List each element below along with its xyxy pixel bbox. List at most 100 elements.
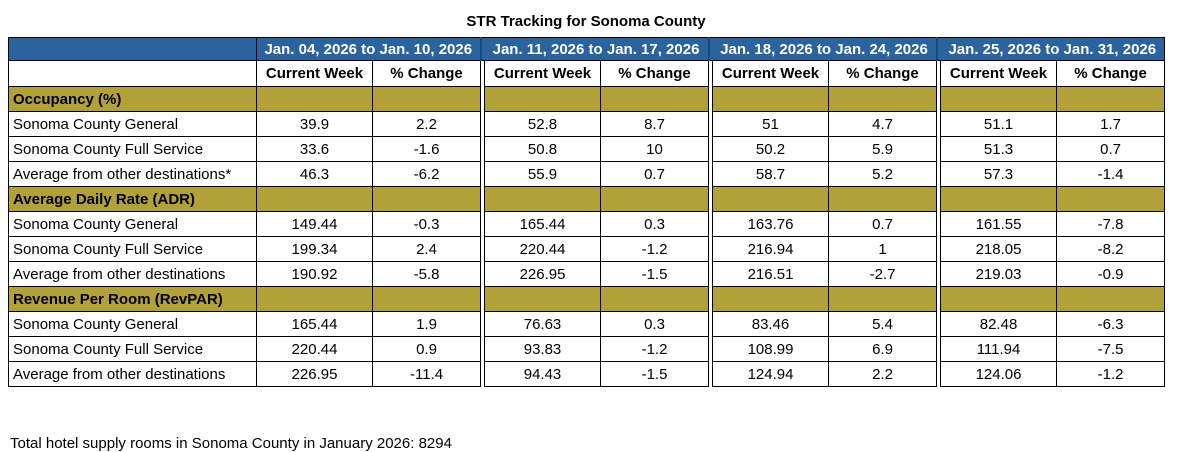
- data-row: Sonoma County General 149.44 -0.3 165.44 0.3…: [8, 211, 1166, 237]
- value-cell: 165.44: [484, 211, 602, 237]
- str-tracking-table: Jan. 04, 2026 to Jan. 10, 2026 Jan. 11, …: [8, 37, 1166, 387]
- week-range-header: Jan. 04, 2026 to Jan. 10, 2026: [256, 37, 481, 61]
- section-label-cell: Revenue Per Room (RevPAR): [8, 286, 257, 312]
- value-cell: 5.2: [828, 161, 938, 187]
- section-empty-cell: [940, 186, 1058, 212]
- section-empty-cell: [1056, 286, 1166, 312]
- section-empty-cell: [600, 86, 710, 112]
- value-cell: -5.8: [371, 261, 482, 287]
- spacer-cell: [708, 261, 713, 287]
- spacer-cell: [936, 261, 941, 287]
- spacer-cell: [708, 336, 713, 362]
- value-cell: -7.8: [1056, 211, 1166, 237]
- section-label-cell: Average Daily Rate (ADR): [8, 186, 257, 212]
- week-range-header: Jan. 18, 2026 to Jan. 24, 2026: [712, 37, 937, 61]
- value-cell: -0.3: [371, 211, 482, 237]
- value-cell: 55.9: [484, 161, 602, 187]
- section-empty-cell: [712, 286, 830, 312]
- spacer-cell: [708, 186, 713, 212]
- current-week-header: Current Week: [712, 60, 830, 87]
- value-cell: -7.5: [1056, 336, 1166, 362]
- section-empty-cell: [828, 86, 938, 112]
- spacer-cell: [936, 286, 941, 312]
- value-cell: 0.7: [600, 161, 710, 187]
- spacer-cell: [936, 236, 941, 262]
- header-spacer: [707, 37, 713, 61]
- data-row: Sonoma County General 165.44 1.9 76.63 0.3 83…: [8, 311, 1166, 337]
- value-cell: 0.9: [371, 336, 482, 362]
- section-empty-cell: [371, 86, 482, 112]
- value-cell: 94.43: [484, 361, 602, 387]
- value-cell: 1.7: [1056, 111, 1166, 137]
- value-cell: 124.94: [712, 361, 830, 387]
- section-empty-cell: [1056, 186, 1166, 212]
- data-row: Sonoma County Full Service 199.34 2.4 220.4…: [8, 236, 1166, 262]
- subheader-spacer: [480, 60, 485, 87]
- value-cell: 163.76: [712, 211, 830, 237]
- value-cell: 58.7: [712, 161, 830, 187]
- pct-change-header: % Change: [600, 60, 710, 87]
- value-cell: -1.6: [371, 136, 482, 162]
- value-cell: 199.34: [256, 236, 373, 262]
- row-label-cell: Sonoma County General: [8, 311, 257, 337]
- value-cell: 4.7: [828, 111, 938, 137]
- value-cell: 5.4: [828, 311, 938, 337]
- current-week-header: Current Week: [256, 60, 373, 87]
- section-empty-cell: [256, 86, 373, 112]
- section-empty-cell: [371, 286, 482, 312]
- value-cell: 216.94: [712, 236, 830, 262]
- value-cell: 190.92: [256, 261, 373, 287]
- section-empty-cell: [1056, 86, 1166, 112]
- row-label-cell: Average from other destinations: [8, 361, 257, 387]
- spacer-cell: [708, 311, 713, 337]
- spacer-cell: [708, 236, 713, 262]
- section-empty-cell: [256, 186, 373, 212]
- corner-cell: [8, 37, 257, 61]
- page-title: STR Tracking for Sonoma County: [466, 13, 706, 30]
- value-cell: 10: [600, 136, 710, 162]
- spacer-cell: [936, 86, 941, 112]
- row-label-cell: Sonoma County General: [8, 211, 257, 237]
- value-cell: 0.3: [600, 311, 710, 337]
- value-cell: 0.7: [828, 211, 938, 237]
- spacer-cell: [936, 311, 941, 337]
- section-empty-cell: [256, 286, 373, 312]
- value-cell: 124.06: [940, 361, 1058, 387]
- value-cell: 50.2: [712, 136, 830, 162]
- pct-change-header: % Change: [371, 60, 482, 87]
- value-cell: 220.44: [256, 336, 373, 362]
- value-cell: -6.3: [1056, 311, 1166, 337]
- spacer-cell: [480, 361, 485, 387]
- section-empty-cell: [484, 186, 602, 212]
- section-row: Average Daily Rate (ADR): [8, 186, 1166, 212]
- data-row: Sonoma County General 39.9 2.2 52.8 8.7 51 4.7…: [8, 111, 1166, 137]
- page: STR Tracking for Sonoma County Jan. 04, …: [8, 13, 1166, 452]
- subheader-spacer: [708, 60, 713, 87]
- value-cell: -1.4: [1056, 161, 1166, 187]
- row-label-cell: Sonoma County Full Service: [8, 236, 257, 262]
- spacer-cell: [708, 136, 713, 162]
- value-cell: 111.94: [940, 336, 1058, 362]
- value-cell: 0.3: [600, 211, 710, 237]
- subheader-empty-cell: [8, 60, 257, 87]
- value-cell: 8.7: [600, 111, 710, 137]
- value-cell: 39.9: [256, 111, 373, 137]
- value-cell: -8.2: [1056, 236, 1166, 262]
- value-cell: 2.2: [371, 111, 482, 137]
- value-cell: 2.4: [371, 236, 482, 262]
- spacer-cell: [480, 311, 485, 337]
- row-label-cell: Sonoma County General: [8, 111, 257, 137]
- spacer-cell: [480, 161, 485, 187]
- spacer-cell: [708, 361, 713, 387]
- pct-change-header: % Change: [1056, 60, 1166, 87]
- value-cell: -2.7: [828, 261, 938, 287]
- spacer-cell: [480, 286, 485, 312]
- section-empty-cell: [712, 186, 830, 212]
- value-cell: 0.7: [1056, 136, 1166, 162]
- row-label-cell: Average from other destinations: [8, 261, 257, 287]
- value-cell: 57.3: [940, 161, 1058, 187]
- value-cell: 216.51: [712, 261, 830, 287]
- current-week-header: Current Week: [484, 60, 602, 87]
- footer-note: Total hotel supply rooms in Sonoma Count…: [10, 435, 452, 452]
- pct-change-header: % Change: [828, 60, 938, 87]
